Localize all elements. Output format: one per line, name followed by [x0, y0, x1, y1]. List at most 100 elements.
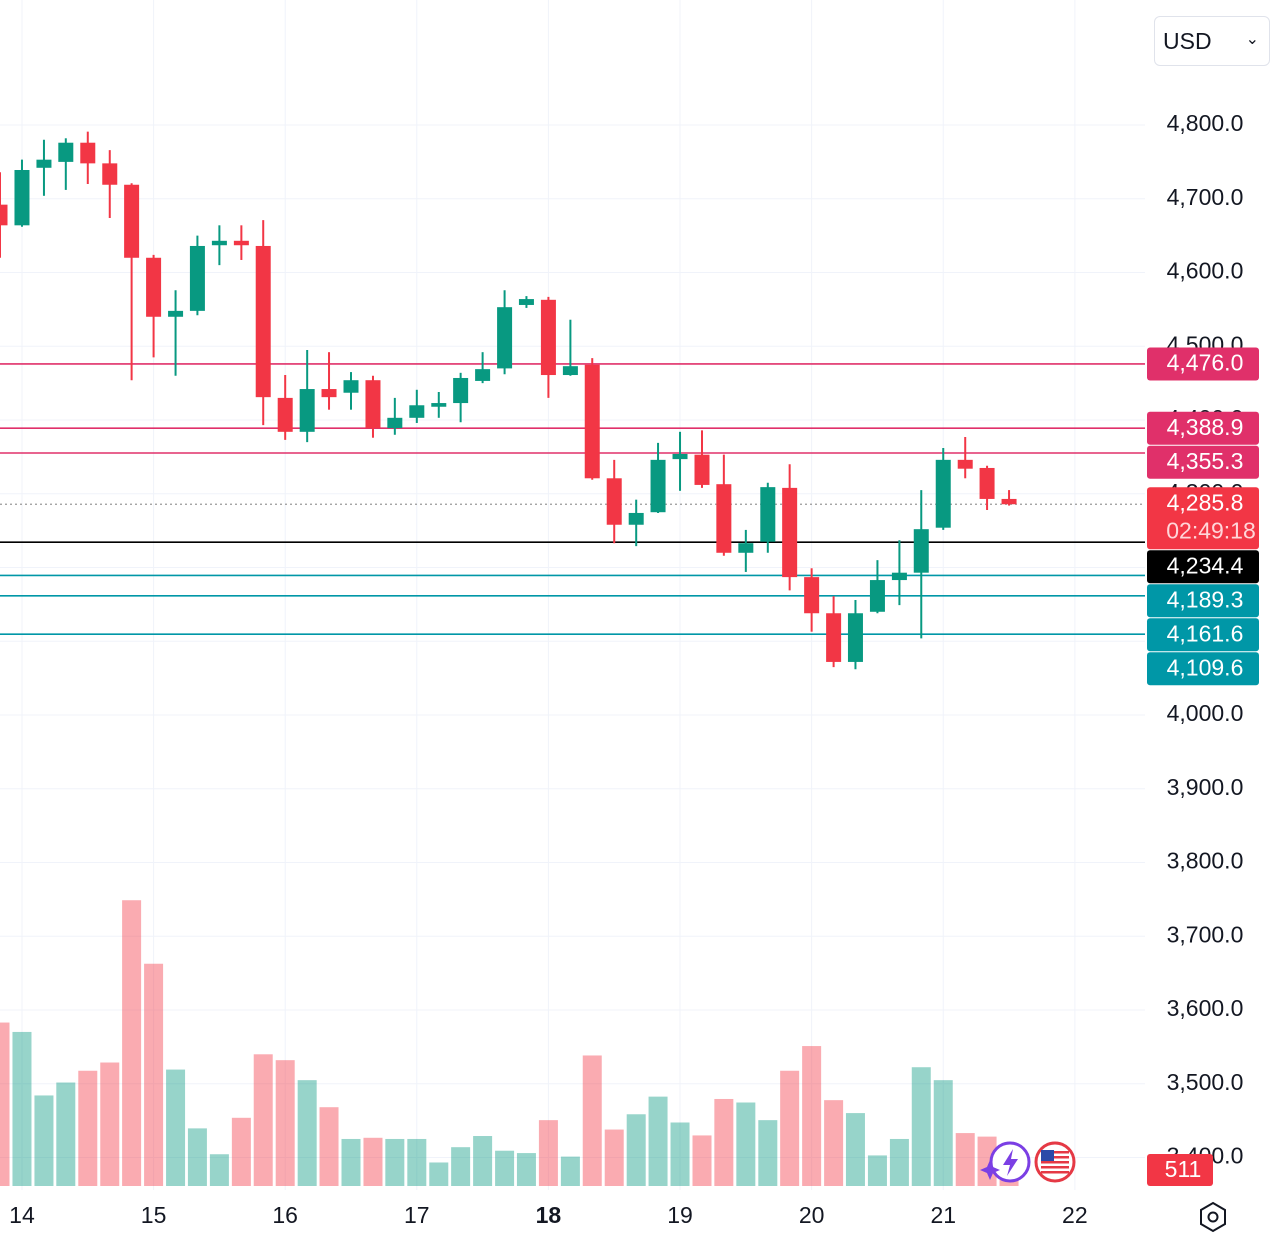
- x-tick-label: 17: [404, 1202, 430, 1228]
- volume-bar: [34, 1095, 54, 1186]
- candle-body: [0, 204, 8, 226]
- volume-bar: [187, 1128, 207, 1186]
- candle-body: [672, 453, 688, 460]
- settings-icon-center: [1207, 1211, 1219, 1223]
- y-tick-label: 4,800.0: [1167, 110, 1244, 136]
- price-badge: [1147, 411, 1259, 445]
- candle-body: [628, 512, 644, 525]
- volume-bar: [100, 1062, 120, 1186]
- candle-body: [58, 142, 74, 162]
- y-tick-label: 3,500.0: [1167, 1069, 1244, 1095]
- candle-body: [562, 366, 578, 376]
- candles: [0, 131, 1017, 670]
- candle-body: [343, 380, 359, 393]
- volume-bar: [495, 1150, 515, 1186]
- volume-bar: [78, 1070, 98, 1186]
- price-badge: [1147, 618, 1259, 652]
- countdown-label: 02:49:18: [1166, 517, 1256, 543]
- candle-body: [102, 163, 118, 185]
- x-tick-label: 19: [667, 1202, 693, 1228]
- volume-bar: [626, 1114, 646, 1186]
- volume-bar: [845, 1113, 865, 1186]
- candle-body: [957, 459, 973, 469]
- price-badges: 4,476.0 4,388.9 4,355.3 4,285.802:49:18 4,23…: [1147, 347, 1259, 1186]
- icon-bolt: [1003, 1149, 1018, 1176]
- candle-body: [211, 240, 227, 246]
- candle-body: [233, 240, 249, 246]
- volume-bar: [911, 1067, 931, 1186]
- candle-body: [518, 299, 534, 305]
- currency-select[interactable]: USD ⌄: [1154, 16, 1270, 66]
- volume-bar: [0, 1022, 10, 1186]
- currency-label: USD: [1163, 27, 1212, 54]
- price-badge-label: 4,476.0: [1167, 350, 1244, 376]
- candle-body: [36, 159, 52, 168]
- volume-bar: [736, 1102, 756, 1186]
- y-tick-label: 3,900.0: [1167, 774, 1244, 800]
- volume-bar: [538, 1120, 558, 1186]
- volume-bar: [12, 1031, 32, 1186]
- grid: [0, 0, 1145, 1190]
- volume-bar: [670, 1122, 690, 1186]
- price-badge-label: 4,161.6: [1167, 620, 1244, 646]
- candle-body: [760, 487, 776, 542]
- flag-stripe: [1041, 1156, 1069, 1159]
- volume-bar: [604, 1129, 624, 1186]
- volume-bar: [451, 1147, 471, 1186]
- flag-canton: [1041, 1150, 1054, 1161]
- icon-sparkle: [980, 1160, 1000, 1180]
- candle-body: [979, 467, 995, 499]
- candle-body: [14, 170, 30, 226]
- candle-body: [146, 257, 162, 317]
- x-tick-label: 18: [536, 1202, 562, 1228]
- volume-bar: [429, 1162, 449, 1186]
- volume-badge-label: 511: [1165, 1156, 1202, 1182]
- volume-bar: [341, 1138, 361, 1186]
- x-tick-label: 20: [799, 1202, 825, 1228]
- volume-bar: [867, 1155, 887, 1186]
- candle-body: [453, 377, 469, 404]
- y-tick-label: 4,700.0: [1167, 184, 1244, 210]
- volume-bar: [802, 1046, 822, 1186]
- price-badge-label: 4,234.4: [1167, 552, 1244, 578]
- y-tick-label: 4,600.0: [1167, 258, 1244, 284]
- volume-bar: [407, 1138, 427, 1186]
- flag-stripe: [1041, 1171, 1069, 1174]
- flag-icon[interactable]: [1034, 1141, 1076, 1183]
- flag-stripe: [1041, 1166, 1069, 1169]
- volume-bar: [955, 1133, 975, 1186]
- price-badge: [1147, 584, 1259, 618]
- volume-bar: [824, 1100, 844, 1186]
- price-badge: [1147, 487, 1259, 550]
- volume-bar: [933, 1080, 953, 1186]
- volume-bars: [0, 900, 1019, 1186]
- candle-body: [409, 405, 425, 418]
- x-tick-label: 21: [930, 1202, 956, 1228]
- price-badge: [1147, 550, 1259, 584]
- volume-bar: [516, 1153, 536, 1186]
- price-badge: [1147, 445, 1259, 479]
- candle-body: [606, 478, 622, 525]
- candle-body: [475, 369, 491, 381]
- candle-body: [584, 364, 600, 479]
- x-tick-label: 22: [1062, 1202, 1088, 1228]
- price-badge-label: 4,388.9: [1167, 414, 1244, 440]
- price-badge: [1147, 347, 1259, 381]
- candle-body: [847, 613, 863, 662]
- volume-bar: [560, 1156, 580, 1186]
- ai-icon[interactable]: [980, 1141, 1031, 1183]
- volume-bar: [692, 1135, 712, 1186]
- candle-body: [299, 389, 315, 432]
- volume-bar: [275, 1060, 295, 1186]
- volume-bar: [889, 1138, 909, 1186]
- candle-body: [891, 572, 907, 581]
- y-tick-label: 3,600.0: [1167, 995, 1244, 1021]
- candle-body: [365, 380, 381, 429]
- candle-body: [804, 577, 820, 614]
- volume-bar: [144, 963, 164, 1186]
- volume-bar: [166, 1069, 186, 1186]
- candle-body: [935, 459, 951, 528]
- settings-button[interactable]: [1200, 1201, 1226, 1233]
- volume-bar: [780, 1070, 800, 1186]
